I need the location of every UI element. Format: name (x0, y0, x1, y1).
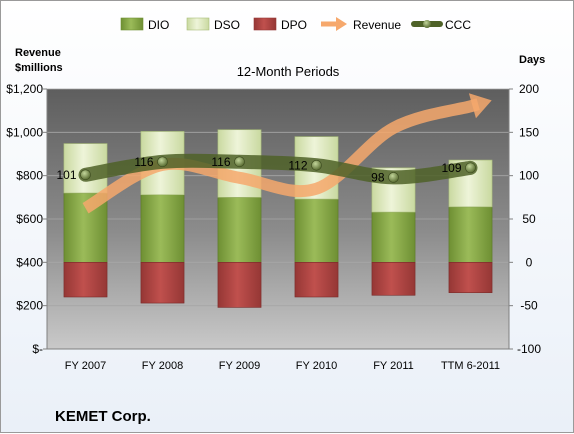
x-tick-label: FY 2008 (142, 360, 183, 372)
legend-label-dso: DSO (214, 18, 240, 32)
left-axis-title-line1: Revenue (15, 47, 61, 59)
bar-dio (294, 198, 339, 263)
bar-dpo (371, 262, 416, 296)
legend-swatch-dio (120, 17, 144, 31)
x-axis-ticks: FY 2007 FY 2008 FY 2009 FY 2010 FY 2011 TTM 6… (65, 360, 500, 372)
left-tick-label: $1,000 (6, 125, 43, 139)
ccc-data-label: 98 (371, 170, 385, 184)
revenue-arrowhead (468, 93, 492, 119)
legend-swatch-ccc (411, 20, 443, 28)
ccc-point (311, 159, 322, 171)
left-tick-label: $400 (16, 255, 43, 269)
ccc-point (465, 162, 476, 174)
left-tick-label: $200 (16, 299, 43, 313)
ccc-line (78, 153, 478, 185)
ccc-points: 101 116 116 112 98 109 (56, 155, 476, 184)
x-tick-label: TTM 6-2011 (441, 360, 500, 372)
bars (63, 129, 493, 308)
right-axis-ticks: -100 -50 0 50 100 150 200 (509, 82, 541, 356)
bar-dio (140, 194, 185, 263)
legend-label-revenue: Revenue (353, 18, 401, 32)
left-tick-label: $600 (16, 212, 43, 226)
left-axis-ticks: $- $200 $400 $600 $800 $1,000 $1,200 (6, 82, 47, 356)
x-tick-label: FY 2009 (219, 360, 260, 372)
legend-label-ccc: CCC (445, 18, 471, 32)
ccc-point (234, 156, 245, 168)
ccc-data-label: 109 (441, 161, 461, 175)
legend-swatch-revenue (321, 17, 347, 31)
legend-label-dio: DIO (148, 18, 169, 32)
bar-dpo (448, 262, 493, 293)
right-tick-label: 200 (519, 82, 539, 96)
right-tick-label: 50 (522, 212, 536, 226)
legend-swatch-dso (186, 17, 210, 31)
right-tick-label: -50 (520, 299, 538, 313)
bar-dpo (217, 262, 262, 308)
bar-dio (448, 206, 493, 263)
ccc-point (157, 156, 168, 168)
right-axis-title: Days (519, 54, 545, 66)
ccc-point (80, 169, 91, 181)
bar-dio (371, 211, 416, 263)
legend: DIO DSO DPO Revenue CCC (120, 17, 471, 32)
ccc-data-label: 112 (288, 158, 307, 172)
left-axis-title-line2: $millions (15, 62, 63, 74)
ccc-data-label: 116 (134, 155, 153, 169)
ccc-point (388, 172, 399, 183)
bar-dpo (140, 262, 185, 304)
legend-label-dpo: DPO (281, 18, 307, 32)
bar-dpo (294, 262, 339, 298)
company-label: KEMET Corp. (55, 408, 151, 425)
bar-dso (448, 159, 493, 208)
chart-title: 12-Month Periods (237, 64, 340, 79)
x-tick-label: FY 2011 (373, 360, 414, 372)
legend-swatch-dpo (253, 17, 277, 31)
right-tick-label: -100 (517, 342, 541, 356)
bar-dio (217, 197, 262, 263)
right-tick-label: 150 (519, 125, 539, 139)
left-tick-label: $- (32, 342, 43, 356)
x-tick-label: FY 2007 (65, 360, 106, 372)
x-tick-label: FY 2010 (296, 360, 337, 372)
right-tick-label: 100 (519, 169, 539, 183)
left-tick-label: $1,200 (6, 82, 43, 96)
ccc-data-label: 116 (211, 155, 230, 169)
left-tick-label: $800 (16, 169, 43, 183)
right-tick-label: 0 (526, 255, 533, 269)
ccc-data-label: 101 (56, 168, 76, 182)
bar-dpo (63, 262, 108, 298)
